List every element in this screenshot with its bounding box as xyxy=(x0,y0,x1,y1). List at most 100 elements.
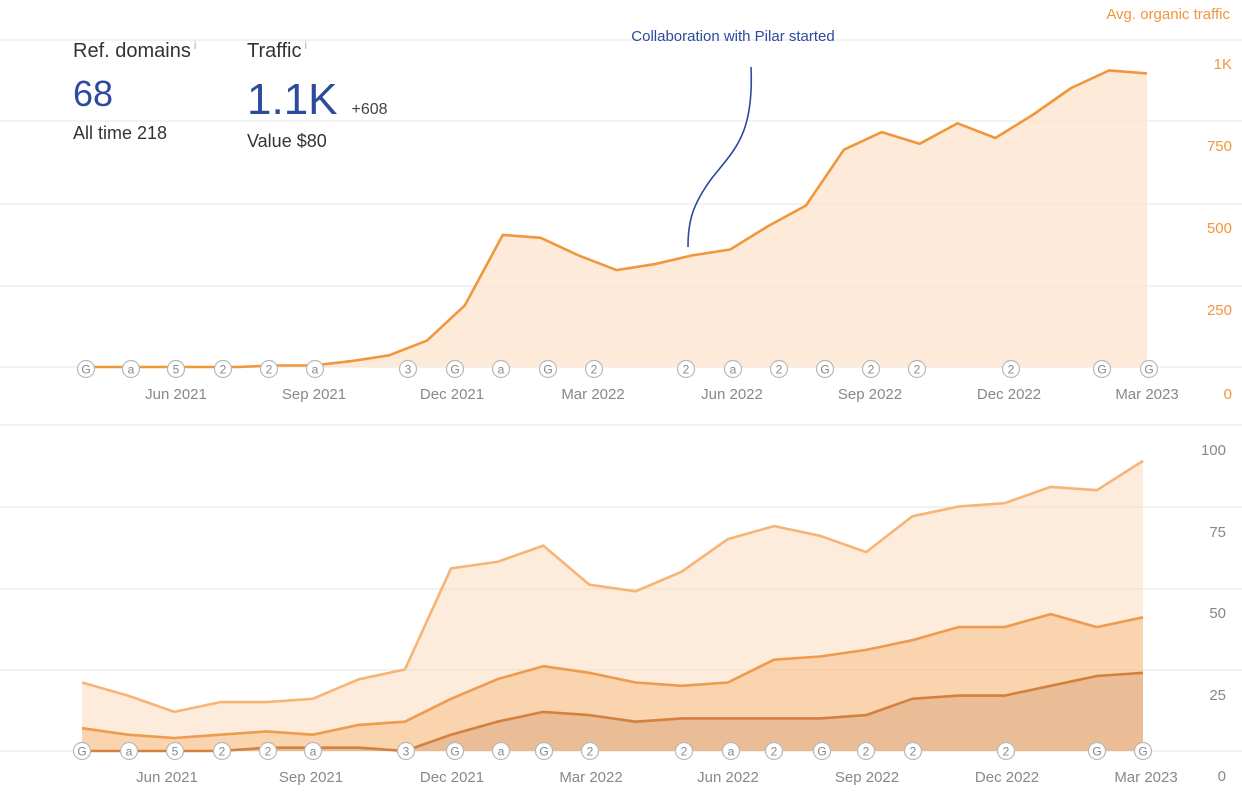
svg-text:2: 2 xyxy=(683,363,690,377)
traffic-stat: Traffic i 1.1K +608 Value $80 xyxy=(247,40,388,152)
event-marker[interactable]: a xyxy=(119,741,139,761)
event-marker[interactable]: 2 xyxy=(212,741,232,761)
event-marker[interactable]: 2 xyxy=(856,741,876,761)
event-marker[interactable]: G xyxy=(534,741,554,761)
traffic-chart[interactable]: 0 250 500 750 1K Jun 2021 Sep 2021 Dec 2021 Mar … xyxy=(0,39,1242,403)
ref-domains-label: Ref. domains xyxy=(73,40,191,62)
event-marker[interactable]: a xyxy=(491,741,511,761)
x-tick-label: Mar 2022 xyxy=(559,769,622,786)
event-marker[interactable]: G xyxy=(1133,741,1153,761)
value-label: Value xyxy=(247,131,292,151)
y-tick-label: 250 xyxy=(1207,302,1232,319)
event-marker[interactable]: 3 xyxy=(396,741,416,761)
y-tick-label: 500 xyxy=(1207,220,1232,237)
event-marker[interactable]: 2 xyxy=(580,741,600,761)
y-tick-label: 0 xyxy=(1224,386,1232,403)
annotation: Collaboration with Pilar started xyxy=(631,28,835,248)
ref-domains-stat: Ref. domains i 68 All time 218 xyxy=(73,40,196,144)
event-marker[interactable]: G xyxy=(445,359,465,379)
all-time-value: 218 xyxy=(137,123,168,143)
svg-text:a: a xyxy=(498,745,505,759)
event-marker[interactable]: a xyxy=(305,359,325,379)
series-area xyxy=(82,460,1143,751)
x-tick-label: Mar 2023 xyxy=(1114,769,1177,786)
event-marker[interactable]: a xyxy=(491,359,511,379)
y-tick-label: 75 xyxy=(1209,524,1226,541)
traffic-delta: +608 xyxy=(351,101,388,118)
svg-text:a: a xyxy=(312,363,319,377)
series-area xyxy=(82,672,1143,751)
event-marker[interactable]: a xyxy=(303,741,323,761)
event-marker[interactable]: a xyxy=(723,359,743,379)
svg-text:G: G xyxy=(820,363,829,377)
event-marker[interactable]: a xyxy=(721,741,741,761)
event-marker[interactable]: 2 xyxy=(213,359,233,379)
event-marker[interactable]: G xyxy=(1139,359,1159,379)
ref-domains-label-row: Ref. domains i xyxy=(73,40,196,63)
y-tick-label: 50 xyxy=(1209,605,1226,622)
event-marker[interactable]: G xyxy=(812,741,832,761)
svg-text:G: G xyxy=(539,745,548,759)
event-marker[interactable]: G xyxy=(76,359,96,379)
y-tick-label: 100 xyxy=(1201,442,1226,459)
svg-text:a: a xyxy=(498,363,505,377)
series-line[interactable] xyxy=(81,459,1144,714)
series-line[interactable] xyxy=(82,671,1144,753)
svg-text:2: 2 xyxy=(776,363,783,377)
svg-text:2: 2 xyxy=(266,363,273,377)
event-marker[interactable]: G xyxy=(445,741,465,761)
event-marker[interactable]: 2 xyxy=(676,359,696,379)
traffic-label: Traffic xyxy=(247,40,302,62)
x-tick-label: Sep 2022 xyxy=(835,769,899,786)
svg-text:G: G xyxy=(1092,745,1101,759)
svg-text:2: 2 xyxy=(265,745,272,759)
all-time-label: All time xyxy=(73,123,133,143)
ref-domains-all-time-row: All time 218 xyxy=(73,123,196,144)
x-tick-label: Dec 2021 xyxy=(420,386,484,403)
event-marker[interactable]: G xyxy=(72,741,92,761)
svg-text:2: 2 xyxy=(868,363,875,377)
series-line[interactable] xyxy=(81,612,1144,740)
event-marker[interactable]: 2 xyxy=(584,359,604,379)
event-marker[interactable]: 2 xyxy=(769,359,789,379)
event-marker[interactable]: 2 xyxy=(259,359,279,379)
svg-text:3: 3 xyxy=(403,745,410,759)
event-marker[interactable]: G xyxy=(538,359,558,379)
traffic-value: 1.1K xyxy=(247,75,338,124)
event-marker[interactable]: 2 xyxy=(996,741,1016,761)
event-marker[interactable]: a xyxy=(121,359,141,379)
event-marker[interactable]: G xyxy=(1087,741,1107,761)
traffic-info-icon[interactable]: i xyxy=(304,40,307,53)
svg-text:G: G xyxy=(1097,363,1106,377)
event-marker[interactable]: 2 xyxy=(903,741,923,761)
svg-text:a: a xyxy=(128,363,135,377)
event-marker[interactable]: 2 xyxy=(258,741,278,761)
event-marker[interactable]: 5 xyxy=(166,359,186,379)
x-tick-label: Jun 2022 xyxy=(697,769,759,786)
event-marker[interactable]: G xyxy=(815,359,835,379)
svg-text:5: 5 xyxy=(173,363,180,377)
svg-text:2: 2 xyxy=(914,363,921,377)
event-marker[interactable]: 3 xyxy=(398,359,418,379)
event-marker[interactable]: 2 xyxy=(861,359,881,379)
ref-domains-info-icon[interactable]: i xyxy=(193,40,197,53)
svg-text:G: G xyxy=(1144,363,1153,377)
svg-text:a: a xyxy=(126,745,133,759)
event-marker[interactable]: 2 xyxy=(674,741,694,761)
event-marker[interactable]: 5 xyxy=(165,741,185,761)
annotation-curve xyxy=(687,66,753,248)
y-tick-label: 1K xyxy=(1214,56,1232,73)
svg-text:2: 2 xyxy=(219,745,226,759)
event-marker[interactable]: 2 xyxy=(1001,359,1021,379)
svg-text:G: G xyxy=(450,745,459,759)
event-marker[interactable]: 2 xyxy=(907,359,927,379)
x-tick-label: Sep 2021 xyxy=(282,386,346,403)
event-marker[interactable]: G xyxy=(1092,359,1112,379)
svg-text:G: G xyxy=(817,745,826,759)
chart-title: Avg. organic traffic xyxy=(1106,6,1230,23)
svg-text:a: a xyxy=(728,745,735,759)
svg-text:2: 2 xyxy=(1003,745,1010,759)
event-marker[interactable]: 2 xyxy=(764,741,784,761)
